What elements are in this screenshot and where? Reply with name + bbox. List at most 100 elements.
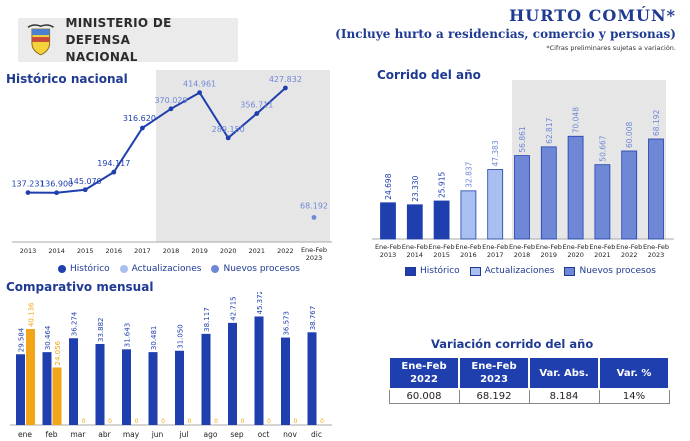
shaded-area	[156, 70, 330, 242]
data-label: 136.900	[40, 180, 73, 189]
data-cell: 68.192	[458, 388, 530, 404]
legend-item-actualizaciones: Actualizaciones	[469, 266, 554, 276]
data-label: 370.029	[154, 96, 187, 105]
header-cell: Var. %	[598, 356, 670, 390]
variacion-table: Ene-Feb 2022 Ene-Feb 2023 Var. Abs. Var.…	[388, 356, 670, 404]
legend-dot-nuevos	[211, 265, 220, 273]
data-label: 137.231	[11, 180, 44, 189]
legend-label: Nuevos procesos	[579, 266, 656, 276]
header-cell: Ene-Feb 2023	[458, 356, 530, 390]
variacion-header-row: Ene-Feb 2022 Ene-Feb 2023 Var. Abs. Var.…	[388, 356, 670, 390]
tick-label: 2014	[407, 251, 424, 259]
bar	[514, 155, 530, 240]
mensual-title: Comparativo mensual	[6, 280, 154, 294]
data-point	[254, 111, 260, 116]
tick-label: 2020	[567, 251, 584, 259]
bar	[567, 135, 584, 240]
report-title-block: HURTO COMÚN* (Incluye hurto a residencia…	[335, 6, 676, 52]
bar	[540, 146, 557, 240]
tick-label: Ene-Feb	[589, 243, 615, 251]
tick-label: nov	[283, 430, 297, 439]
data-label: 68.192	[300, 201, 328, 210]
corrido-chart: 24.698Ene-Feb201323.330Ene-Feb201425.915…	[372, 80, 674, 259]
tick-label: ago	[204, 430, 218, 439]
tick-label: may	[123, 430, 140, 439]
legend-swatch-actualizaciones	[469, 266, 481, 276]
data-label: 33.882	[97, 317, 105, 342]
data-point	[283, 85, 288, 91]
data-point	[225, 135, 231, 141]
tick-label: ene	[18, 430, 32, 439]
data-label: 32.837	[464, 161, 473, 187]
legend-item-historico: Histórico	[58, 264, 110, 274]
bar	[52, 367, 62, 425]
bar	[307, 332, 317, 425]
data-label: 0	[294, 418, 298, 425]
data-label: 24.698	[384, 173, 393, 199]
bar	[201, 333, 211, 425]
tick-label: 2022	[277, 247, 294, 255]
data-label: 36.274	[71, 311, 79, 336]
legend-item-nuevos: Nuevos procesos	[564, 266, 656, 276]
data-label: 0	[241, 418, 245, 425]
data-cell: 8.184	[528, 388, 600, 404]
header-cell: Var. Abs.	[528, 356, 600, 390]
tick-label: 2018	[514, 251, 531, 259]
historico-legend: Histórico Actualizaciones Nuevos proceso…	[58, 264, 310, 274]
data-label: 356.711	[240, 101, 273, 110]
tick-label: 2017	[487, 251, 504, 259]
data-label: 50.667	[598, 135, 607, 161]
bar	[281, 337, 290, 425]
tick-label: jul	[179, 430, 189, 439]
data-point	[25, 190, 31, 195]
variacion-data-row: 60.008 68.192 8.184 14%	[388, 388, 670, 404]
corrido-title: Corrido del año	[377, 68, 481, 82]
tick-label: Ene-Feb	[429, 243, 455, 251]
legend-dot-actualizaciones	[119, 265, 128, 273]
tick-label: 2022	[621, 251, 638, 259]
legend-swatch-historico	[405, 266, 416, 276]
tick-label: Ene-Feb	[482, 243, 508, 251]
data-label: 427.832	[269, 75, 302, 84]
data-label: 24.056	[54, 340, 62, 365]
data-label: 0	[82, 418, 86, 425]
bar	[254, 316, 264, 425]
tick-label: Ene-Feb	[301, 246, 327, 254]
tick-label: Ene-Feb	[643, 243, 669, 251]
bar	[69, 338, 78, 425]
tick-label: 2014	[48, 247, 65, 255]
data-point	[82, 187, 88, 193]
bar	[406, 204, 423, 240]
legend-label: Histórico	[70, 264, 110, 274]
data-label: 316.620	[123, 114, 156, 123]
bar	[228, 322, 237, 425]
report-title: HURTO COMÚN*	[509, 6, 676, 25]
tick-label: jun	[151, 430, 164, 439]
tick-label: Ene-Feb	[455, 243, 481, 251]
tick-label: Ene-Feb	[616, 243, 642, 251]
tick-label: 2013	[20, 247, 37, 255]
data-label: 47.383	[491, 140, 500, 166]
legend-label: Histórico	[420, 266, 460, 276]
bar	[648, 138, 664, 240]
data-label: 194.117	[97, 159, 130, 168]
data-label: 30.464	[44, 325, 52, 350]
tick-label: 2016	[106, 247, 123, 255]
data-label: 0	[267, 418, 271, 425]
data-point	[54, 190, 59, 196]
tick-label: oct	[258, 430, 270, 439]
legend-swatch-nuevos	[564, 266, 576, 276]
bar	[460, 190, 477, 240]
legend-label: Actualizaciones	[131, 264, 202, 274]
data-label: 68.192	[652, 110, 661, 136]
data-point	[197, 90, 203, 96]
bar	[95, 343, 105, 425]
data-label: 29.584	[18, 327, 26, 352]
tick-label: Ene-Feb	[563, 243, 589, 251]
data-point	[168, 106, 174, 112]
data-label: 45.372	[256, 292, 264, 315]
data-label: 42.715	[230, 296, 238, 321]
bar	[594, 164, 611, 240]
tick-label: dic	[311, 430, 322, 439]
shaded-area	[512, 80, 666, 239]
